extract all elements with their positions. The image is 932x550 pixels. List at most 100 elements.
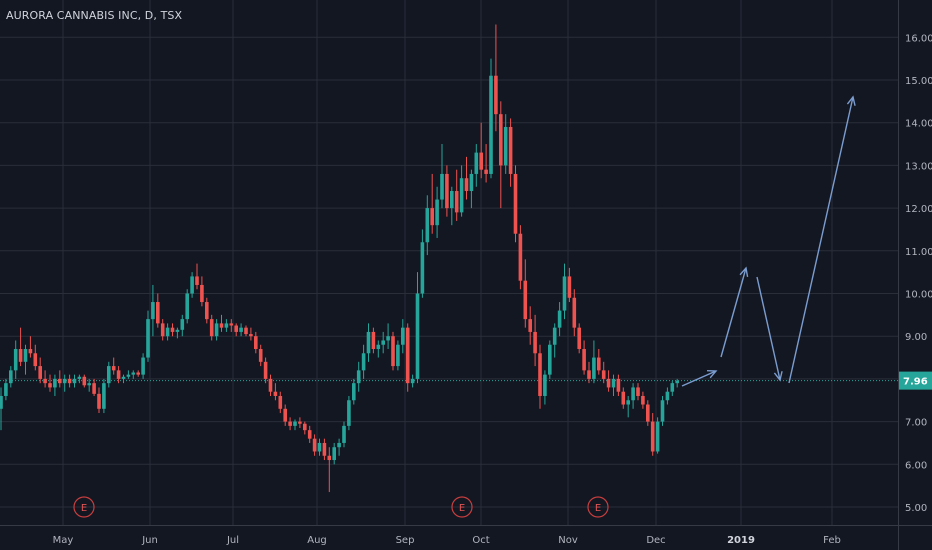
earnings-marker[interactable]: E bbox=[73, 496, 95, 518]
candle bbox=[303, 421, 307, 435]
x-tick-label: May bbox=[53, 535, 74, 546]
y-tick-label: 9.00 bbox=[905, 332, 927, 343]
y-tick-label: 14.00 bbox=[905, 119, 932, 130]
candle bbox=[420, 229, 425, 298]
candle bbox=[670, 381, 675, 396]
candle bbox=[239, 323, 243, 337]
candle bbox=[283, 404, 287, 426]
candle bbox=[312, 434, 317, 456]
candle bbox=[43, 370, 47, 388]
candle bbox=[636, 383, 640, 401]
candle bbox=[396, 340, 400, 371]
candle bbox=[332, 442, 336, 465]
candle bbox=[268, 374, 273, 396]
candle bbox=[307, 425, 312, 443]
projection-segment bbox=[720, 267, 747, 358]
candle bbox=[200, 276, 204, 307]
candle bbox=[258, 344, 263, 367]
candle bbox=[23, 344, 28, 375]
candle bbox=[356, 361, 361, 392]
candle bbox=[464, 156, 469, 200]
candle bbox=[205, 297, 209, 324]
y-tick-label: 10.00 bbox=[905, 290, 932, 301]
x-tick-label: 2019 bbox=[727, 535, 755, 546]
candle bbox=[479, 122, 483, 179]
candle bbox=[572, 289, 577, 337]
y-tick-label: 11.00 bbox=[905, 247, 932, 258]
candle bbox=[523, 259, 528, 328]
candle bbox=[4, 378, 8, 401]
candle bbox=[244, 325, 248, 337]
candle bbox=[92, 378, 96, 396]
candle bbox=[185, 289, 189, 324]
candle bbox=[391, 331, 395, 371]
candle bbox=[601, 361, 606, 384]
candle bbox=[38, 357, 42, 384]
y-tick-label: 7.00 bbox=[905, 418, 927, 429]
candle bbox=[606, 370, 611, 392]
price-axis[interactable]: 16.0015.0014.0013.0012.0011.0010.009.008… bbox=[898, 0, 932, 550]
candle bbox=[278, 391, 283, 414]
candle bbox=[28, 336, 33, 358]
candle bbox=[234, 323, 238, 337]
x-tick-label: Nov bbox=[558, 535, 578, 546]
candle bbox=[347, 395, 351, 431]
candle bbox=[469, 169, 474, 209]
candle bbox=[62, 374, 67, 392]
candle bbox=[249, 327, 253, 341]
candle bbox=[322, 438, 327, 461]
candle bbox=[170, 323, 175, 337]
candle bbox=[597, 349, 601, 375]
arrow-head bbox=[706, 369, 718, 379]
candle bbox=[533, 314, 537, 367]
candle bbox=[327, 447, 332, 493]
chart-title: AURORA CANNABIS INC, D, TSX bbox=[6, 9, 183, 22]
candle bbox=[175, 327, 180, 339]
y-tick-label: 13.00 bbox=[905, 161, 932, 172]
arrow-head bbox=[739, 266, 749, 277]
earnings-marker[interactable]: E bbox=[587, 496, 609, 518]
candle bbox=[53, 374, 57, 396]
candle bbox=[0, 387, 3, 431]
candle bbox=[141, 353, 145, 379]
candle bbox=[543, 370, 547, 405]
x-tick-label: Jun bbox=[141, 535, 158, 546]
candle bbox=[165, 323, 170, 341]
candle bbox=[13, 340, 18, 379]
candlestick-series bbox=[0, 24, 679, 493]
candle bbox=[518, 225, 523, 290]
candle bbox=[508, 118, 513, 187]
candle bbox=[616, 374, 621, 396]
candle bbox=[366, 323, 371, 362]
earnings-marker[interactable]: E bbox=[451, 496, 473, 518]
candle bbox=[126, 370, 131, 379]
candle bbox=[557, 302, 562, 337]
candle bbox=[621, 387, 626, 409]
candle bbox=[454, 169, 459, 221]
y-tick-label: 16.00 bbox=[905, 33, 932, 44]
candle bbox=[484, 144, 488, 183]
candle bbox=[195, 263, 199, 290]
candle bbox=[180, 314, 185, 337]
candle bbox=[229, 319, 234, 332]
candle bbox=[587, 361, 591, 384]
candle bbox=[503, 114, 508, 174]
candle bbox=[121, 374, 126, 384]
candle bbox=[18, 327, 23, 367]
candle bbox=[582, 340, 586, 375]
last-price-label: 7.96 bbox=[899, 371, 932, 390]
candle bbox=[562, 263, 567, 320]
candle bbox=[224, 319, 229, 332]
candle bbox=[435, 186, 439, 238]
candle bbox=[513, 165, 518, 243]
candle bbox=[136, 370, 140, 377]
earnings-label: E bbox=[81, 503, 87, 514]
candle bbox=[111, 357, 116, 375]
time-axis[interactable]: May Jun Jul Aug Sep Oct Nov Dec 2019 Feb bbox=[0, 525, 932, 547]
candle bbox=[611, 374, 616, 396]
candle bbox=[665, 387, 670, 405]
projection-segment bbox=[788, 96, 854, 384]
arrow-head bbox=[846, 95, 856, 106]
